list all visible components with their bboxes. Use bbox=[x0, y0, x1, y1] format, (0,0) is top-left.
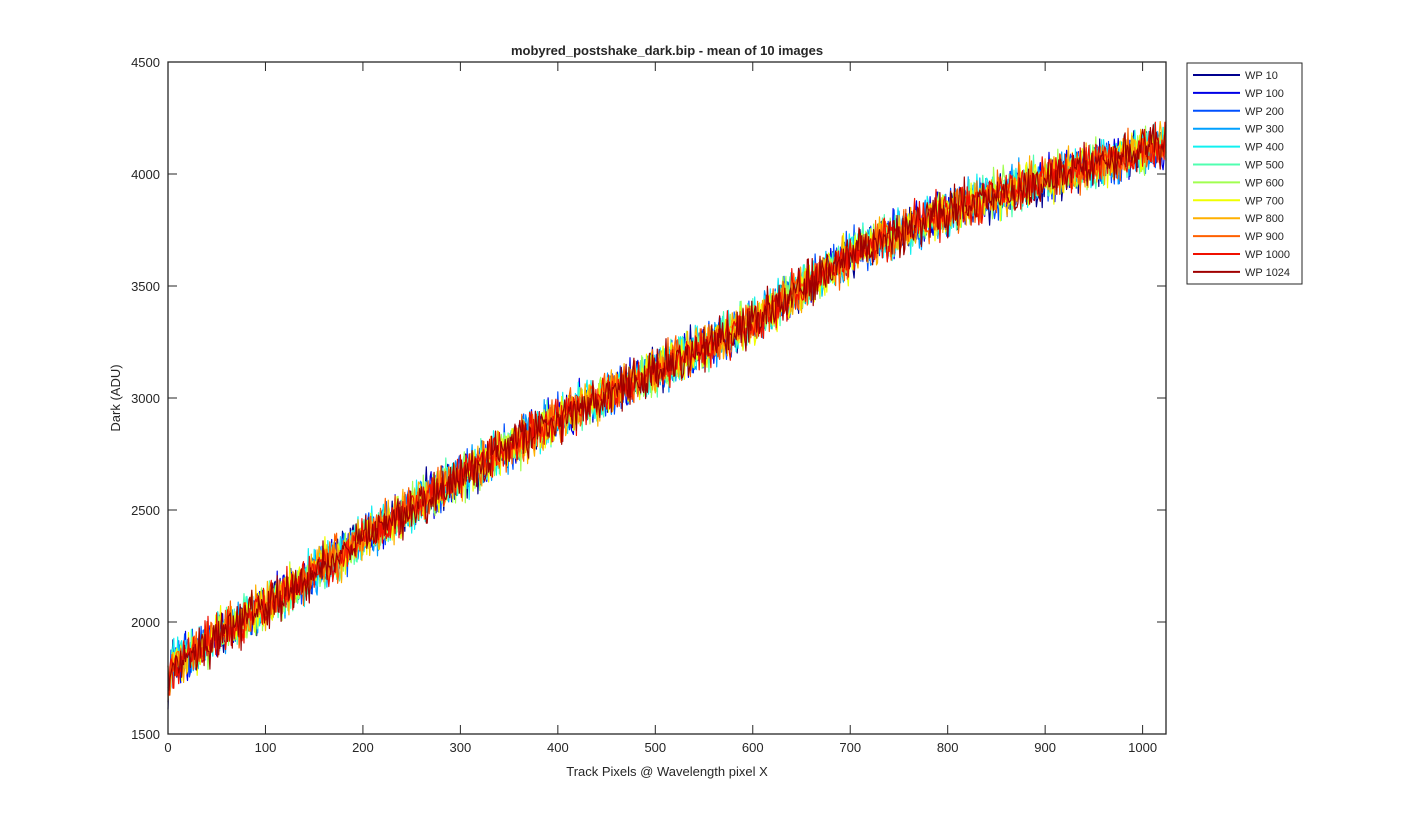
x-tick-label: 300 bbox=[450, 740, 472, 755]
y-tick-label: 2500 bbox=[131, 503, 160, 518]
x-tick-label: 800 bbox=[937, 740, 959, 755]
plot-area bbox=[168, 62, 1166, 734]
legend-label: WP 10 bbox=[1245, 70, 1278, 82]
y-tick-label: 3000 bbox=[131, 391, 160, 406]
tick-layer: 0 100 200 300 400 500 600 700 800 900 1000 1500 2000… bbox=[131, 55, 1166, 755]
chart-title: mobyred_postshake_dark.bip - mean of 10 … bbox=[511, 43, 823, 58]
y-axis-label: Dark (ADU) bbox=[108, 364, 123, 431]
x-tick-label: 1000 bbox=[1128, 740, 1157, 755]
legend-label: WP 800 bbox=[1245, 213, 1284, 225]
legend-label: WP 500 bbox=[1245, 160, 1284, 172]
x-tick-label: 400 bbox=[547, 740, 569, 755]
x-tick-label: 500 bbox=[644, 740, 666, 755]
x-tick-label: 200 bbox=[352, 740, 374, 755]
legend-box bbox=[1186, 62, 1303, 285]
legend-label: WP 400 bbox=[1245, 142, 1284, 154]
y-tick-label: 4500 bbox=[131, 55, 160, 70]
legend-items: WP 10 WP 100 WP 200 WP 300 WP 400 WP 500 WP 60… bbox=[1193, 70, 1290, 279]
legend-label: WP 100 bbox=[1245, 88, 1284, 100]
legend-label: WP 700 bbox=[1245, 195, 1284, 207]
x-tick-label: 100 bbox=[255, 740, 277, 755]
legend-label: WP 1000 bbox=[1245, 249, 1290, 261]
legend-label: WP 300 bbox=[1245, 124, 1284, 136]
y-tick-label: 1500 bbox=[131, 727, 160, 742]
series-line-wp-1024 bbox=[167, 124, 1167, 691]
x-tick-label: 700 bbox=[839, 740, 861, 755]
x-tick-label: 0 bbox=[164, 740, 171, 755]
legend-label: WP 600 bbox=[1245, 177, 1284, 189]
legend-label: WP 900 bbox=[1245, 231, 1284, 243]
legend-label: WP 1024 bbox=[1245, 267, 1290, 279]
legend: WP 10 WP 100 WP 200 WP 300 WP 400 WP 500 WP 60… bbox=[1186, 62, 1303, 285]
series-layer bbox=[167, 120, 1167, 710]
x-tick-label: 600 bbox=[742, 740, 764, 755]
x-tick-label: 900 bbox=[1034, 740, 1056, 755]
y-tick-label: 4000 bbox=[131, 167, 160, 182]
x-axis-label: Track Pixels @ Wavelength pixel X bbox=[566, 764, 768, 779]
legend-label: WP 200 bbox=[1245, 106, 1284, 118]
y-tick-label: 2000 bbox=[131, 615, 160, 630]
y-tick-label: 3500 bbox=[131, 279, 160, 294]
